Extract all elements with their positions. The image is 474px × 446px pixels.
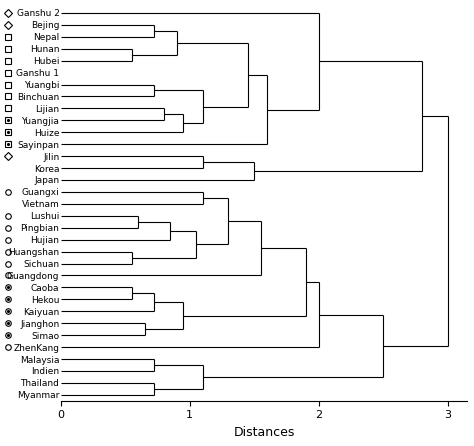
- X-axis label: Distances: Distances: [233, 426, 295, 439]
